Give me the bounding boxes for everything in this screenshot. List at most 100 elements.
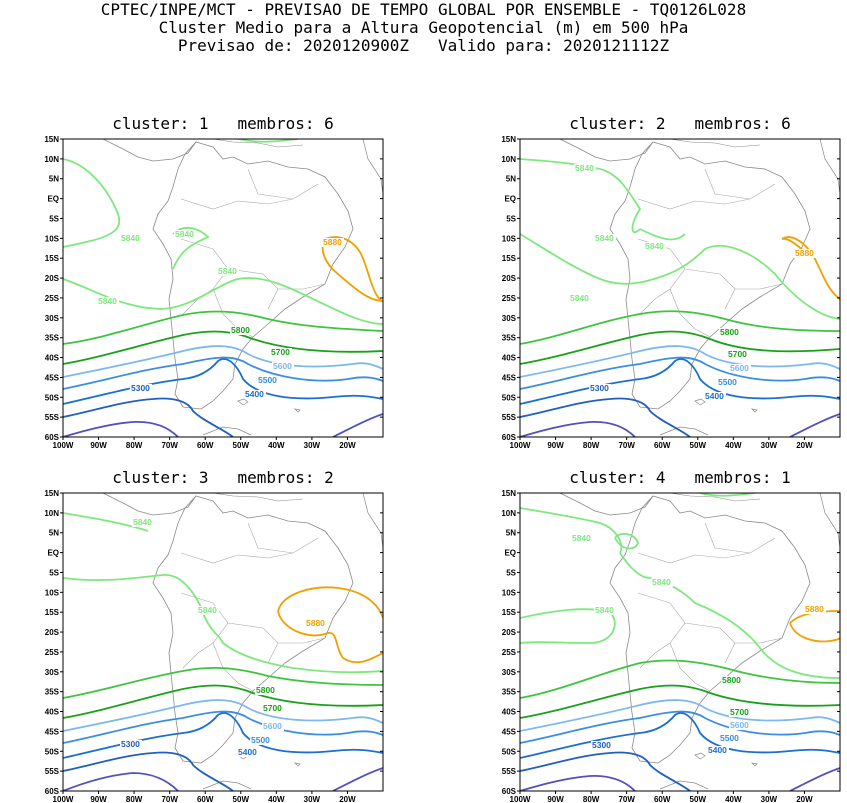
- lon-tick-label: 90W: [90, 441, 107, 450]
- lat-tick-label: 55S: [502, 413, 517, 422]
- lat-tick-label: 20S: [45, 274, 60, 283]
- lat-tick-label: 30S: [45, 314, 60, 323]
- lat-tick-label: 50S: [45, 747, 60, 756]
- lon-tick-label: 80W: [583, 441, 600, 450]
- lat-tick-label: 5N: [506, 529, 516, 538]
- contour-label-l5700: 5700: [271, 347, 290, 357]
- contour-label-l5800: 5800: [720, 327, 739, 337]
- panel-1-title: cluster: 1 membros: 6: [112, 114, 334, 133]
- lat-tick-label: 10N: [501, 155, 516, 164]
- contour-label-l5500: 5500: [258, 375, 277, 385]
- lat-tick-label: 45S: [502, 727, 517, 736]
- lat-tick-label: 35S: [45, 334, 60, 343]
- lon-tick-label: 30W: [761, 795, 778, 803]
- lon-tick-label: 30W: [304, 795, 321, 803]
- lat-tick-label: 10S: [45, 234, 60, 243]
- contour-label-l5840a: 5840: [121, 233, 140, 243]
- lat-tick-label: 15N: [44, 135, 59, 144]
- lon-tick-label: 20W: [796, 441, 813, 450]
- lat-tick-label: 30S: [502, 668, 517, 677]
- contour-5880: [781, 236, 840, 300]
- panel-4-title: cluster: 4 membros: 1: [569, 468, 791, 487]
- contour-label-l5300: 5300: [121, 739, 140, 749]
- lat-tick-label: 15N: [44, 489, 59, 498]
- contour-5500: [520, 356, 840, 390]
- lat-tick-label: 15N: [501, 489, 516, 498]
- contour-5700: [520, 330, 840, 365]
- lon-tick-label: 90W: [90, 795, 107, 803]
- contour-5600: [520, 699, 840, 732]
- lon-tick-label: 60W: [197, 441, 214, 450]
- contour-label-l5700: 5700: [730, 707, 749, 717]
- lon-tick-label: 40W: [725, 441, 742, 450]
- lon-tick-label: 80W: [126, 795, 143, 803]
- contour-label-l5300: 5300: [592, 740, 611, 750]
- lon-tick-label: 20W: [339, 795, 356, 803]
- lat-tick-label: 10N: [501, 509, 516, 518]
- lat-tick-label: 35S: [502, 334, 517, 343]
- contour-lines: [520, 493, 840, 791]
- lat-tick-label: 55S: [45, 767, 60, 776]
- contour-label-l5840b: 5840: [198, 605, 217, 615]
- lat-tick-label: 50S: [502, 393, 517, 402]
- contour-label-l5300: 5300: [590, 383, 609, 393]
- contour-low: [63, 413, 383, 437]
- contour-5880: [321, 236, 383, 302]
- contour-label-l5700: 5700: [263, 703, 282, 713]
- contour-label-l5880: 5880: [306, 618, 325, 628]
- lat-tick-label: 60S: [502, 787, 517, 796]
- map-panel-3: 5840 5840 5880 5800 5700 5600 5500 5400 5300 15N 1…: [44, 489, 384, 803]
- contour-label-l5600: 5600: [730, 363, 749, 373]
- contour-label-l5840a: 5840: [575, 163, 594, 173]
- lat-tick-label: 10S: [502, 234, 517, 243]
- map-frame: [519, 492, 841, 792]
- contour-label-l5600: 5600: [273, 361, 292, 371]
- lon-tick-label: 50W: [690, 441, 707, 450]
- contour-label-l5400: 5400: [705, 391, 724, 401]
- lat-tick-label: 15S: [502, 254, 517, 263]
- contour-label-l5500: 5500: [251, 735, 270, 745]
- contour-label-l5800: 5800: [256, 685, 275, 695]
- map-panel-2: 5840 5840 5840 5840 5880 5800 5700 5600 5500 5400…: [501, 135, 841, 450]
- lat-tick-label: 15S: [45, 254, 60, 263]
- contour-5800: [520, 310, 840, 345]
- contour-label-l5400: 5400: [245, 389, 264, 399]
- contour-label-l5700: 5700: [728, 349, 747, 359]
- lon-tick-label: 30W: [304, 441, 321, 450]
- contour-label-l5800: 5800: [231, 325, 250, 335]
- lon-tick-label: 20W: [796, 795, 813, 803]
- lat-tick-label: 5S: [506, 568, 516, 577]
- lon-tick-label: 50W: [690, 795, 707, 803]
- lon-tick-label: 70W: [161, 441, 178, 450]
- lon-tick-label: 70W: [618, 441, 635, 450]
- lon-tick-label: 100W: [510, 795, 531, 803]
- lat-tick-label: 5S: [49, 568, 59, 577]
- contour-5600: [63, 345, 383, 378]
- lon-tick-label: 90W: [547, 441, 564, 450]
- lat-tick-label: 15S: [45, 608, 60, 617]
- contour-label-l5840c: 5840: [595, 605, 614, 615]
- contour-low: [520, 767, 840, 791]
- lat-tick-label: 10N: [44, 155, 59, 164]
- lon-tick-label: 100W: [53, 795, 74, 803]
- contour-5840: [520, 158, 840, 320]
- lat-tick-label: 25S: [45, 294, 60, 303]
- contour-label-l5400: 5400: [238, 747, 257, 757]
- lon-tick-label: 80W: [126, 441, 143, 450]
- lon-tick-label: 50W: [233, 795, 250, 803]
- lat-tick-label: 50S: [45, 393, 60, 402]
- contour-label-l5300: 5300: [131, 383, 150, 393]
- contour-5300: [520, 751, 691, 791]
- contour-5500: [520, 710, 840, 744]
- contour-5800: [63, 310, 383, 345]
- lat-tick-label: 45S: [502, 373, 517, 382]
- lat-tick-label: 15N: [501, 135, 516, 144]
- contour-5700: [520, 684, 840, 719]
- lat-tick-label: EQ: [504, 195, 516, 204]
- contour-lines: [520, 158, 840, 437]
- lat-tick-label: 35S: [502, 688, 517, 697]
- lat-tick-label: 5N: [506, 175, 516, 184]
- lon-tick-label: 90W: [547, 795, 564, 803]
- contour-5300: [63, 397, 234, 437]
- header-line-2: Cluster Medio para a Altura Geopotencial…: [158, 18, 689, 37]
